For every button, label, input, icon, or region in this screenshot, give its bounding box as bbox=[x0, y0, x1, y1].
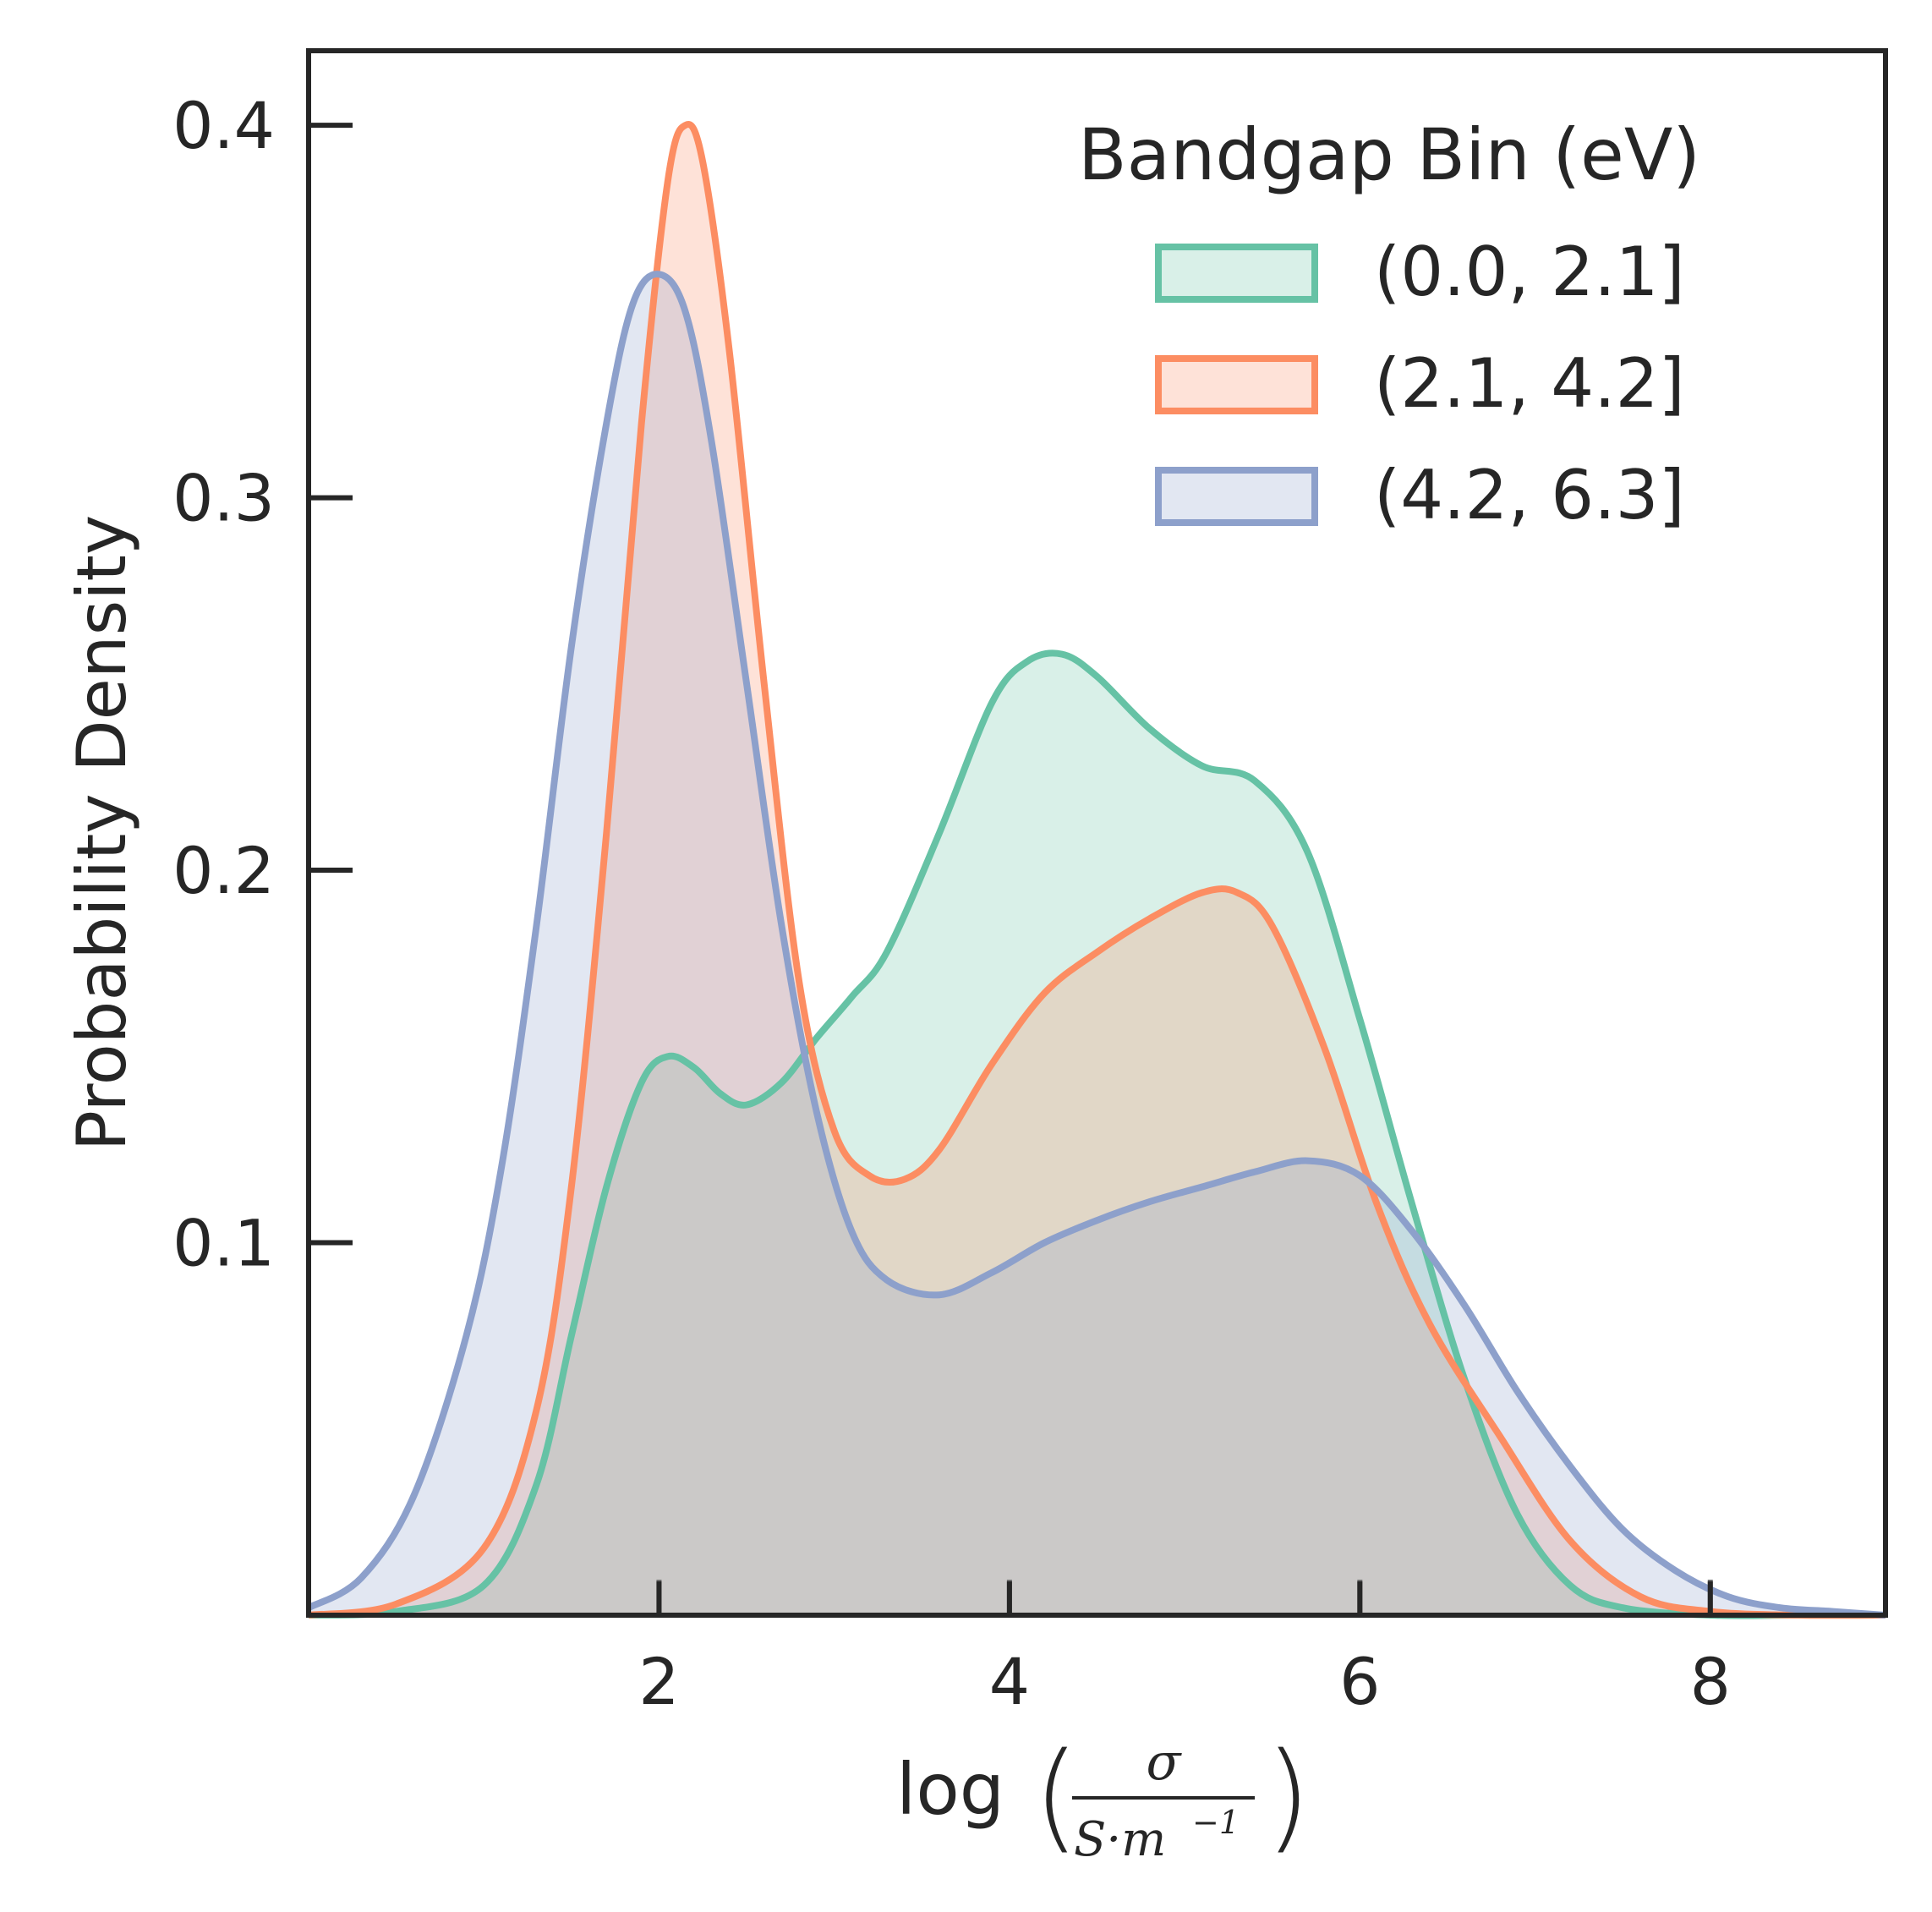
legend-label: (4.2, 6.3] bbox=[1374, 456, 1685, 534]
x-axis-label-open-paren: ( bbox=[1033, 1728, 1080, 1865]
y-tick-label: 0.2 bbox=[172, 833, 275, 908]
legend-title: Bandgap Bin (eV) bbox=[1078, 113, 1700, 196]
x-axis-label-log: log bbox=[896, 1748, 1004, 1831]
legend-label: (2.1, 4.2] bbox=[1374, 344, 1685, 423]
x-axis-ticks: 2 4 6 8 bbox=[638, 1581, 1731, 1719]
x-tick-label: 4 bbox=[989, 1644, 1030, 1719]
density-line-series-3 bbox=[307, 271, 1886, 1619]
density-lines bbox=[307, 121, 1886, 1619]
y-tick-label: 0.3 bbox=[172, 461, 275, 536]
x-axis-label-close-paren: ) bbox=[1265, 1728, 1311, 1865]
density-areas bbox=[309, 124, 1885, 1616]
density-line-series-1 bbox=[308, 649, 1885, 1619]
density-line-series-2 bbox=[308, 121, 1886, 1619]
x-tick-label: 6 bbox=[1339, 1644, 1380, 1719]
x-axis-label-denominator: S·m bbox=[1074, 1812, 1166, 1867]
y-tick-label: 0.4 bbox=[172, 88, 275, 163]
legend-label: (0.0, 2.1] bbox=[1374, 233, 1685, 311]
legend-items: (0.0, 2.1] (2.1, 4.2] (4.2, 6.3] bbox=[1155, 233, 1685, 534]
y-tick-label: 0.1 bbox=[172, 1206, 275, 1281]
density-area-series-2 bbox=[309, 124, 1885, 1616]
density-area-series-3 bbox=[309, 274, 1885, 1615]
x-axis-label-numerator: σ bbox=[1147, 1733, 1183, 1792]
density-area-series-1 bbox=[309, 653, 1885, 1616]
legend-swatch bbox=[1155, 467, 1318, 526]
x-tick-label: 2 bbox=[638, 1644, 679, 1719]
y-axis-ticks: 0.1 0.2 0.3 0.4 bbox=[172, 88, 353, 1281]
legend-swatch bbox=[1155, 355, 1318, 414]
x-axis-label: log ( σ S·m −1 ) bbox=[896, 1728, 1311, 1867]
legend: Bandgap Bin (eV) (0.0, 2.1] (2.1, 4.2] (4.… bbox=[1078, 113, 1700, 534]
legend-swatch bbox=[1155, 244, 1318, 303]
x-tick-label: 8 bbox=[1690, 1644, 1731, 1719]
x-axis-label-exponent: −1 bbox=[1192, 1804, 1240, 1841]
y-axis-label: Probability Density bbox=[63, 515, 141, 1151]
plot-frame bbox=[306, 48, 1888, 1618]
